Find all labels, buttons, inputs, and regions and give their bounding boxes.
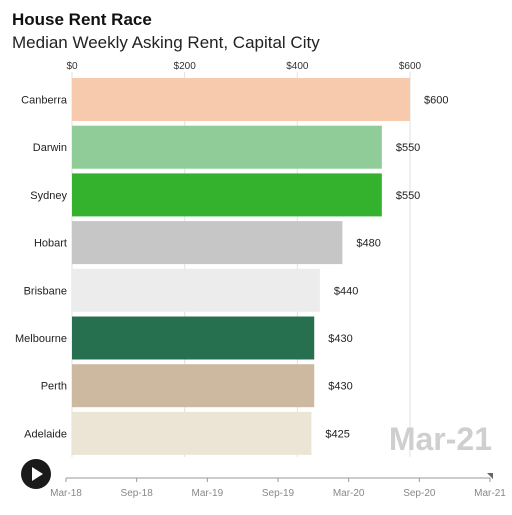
- category-label: Brisbane: [24, 285, 67, 297]
- timeline-slider[interactable]: Mar-18 Sep-18 Mar-19 Sep-19 Mar-20 Sep-20 Mar-…: [50, 473, 506, 499]
- current-date-label: Mar-21: [389, 421, 492, 457]
- bar: [72, 173, 382, 217]
- chart-title: House Rent Race: [12, 10, 152, 29]
- bar: [72, 364, 315, 408]
- bar: [72, 125, 382, 169]
- category-label: Perth: [41, 381, 67, 393]
- x-tick-label: $200: [174, 61, 197, 72]
- category-label: Hobart: [34, 238, 67, 250]
- bar: [72, 221, 343, 265]
- category-label: Darwin: [33, 142, 67, 154]
- value-label: $425: [325, 428, 349, 440]
- category-label: Canberra: [21, 95, 68, 107]
- category-label: Sydney: [30, 190, 67, 202]
- timeline-label: Sep-19: [262, 488, 295, 499]
- value-label: $430: [328, 333, 352, 345]
- bar: [72, 411, 312, 455]
- timeline-label: Mar-20: [333, 488, 365, 499]
- bar: [72, 78, 410, 121]
- value-label: $600: [424, 95, 448, 107]
- bar: [72, 268, 320, 312]
- value-label: $550: [396, 190, 420, 202]
- timeline-label: Mar-19: [191, 488, 223, 499]
- x-axis-ticks: $0 $200 $400 $600: [66, 61, 421, 72]
- value-label: $430: [328, 381, 352, 393]
- play-button[interactable]: [21, 459, 51, 489]
- play-icon: [32, 467, 43, 481]
- category-label: Melbourne: [15, 333, 67, 345]
- bars: Canberra $600 Darwin $550 Sydney $550 Hobart $4…: [15, 78, 448, 455]
- bar: [72, 316, 315, 360]
- timeline-handle[interactable]: [487, 473, 493, 479]
- timeline-label: Mar-18: [50, 488, 82, 499]
- value-label: $440: [334, 285, 358, 297]
- timeline-label: Sep-18: [121, 488, 154, 499]
- category-label: Adelaide: [24, 428, 67, 440]
- x-tick-label: $0: [66, 61, 78, 72]
- x-tick-label: $400: [286, 61, 309, 72]
- timeline-label: Sep-20: [403, 488, 436, 499]
- timeline-label: Mar-21: [474, 488, 506, 499]
- chart-subtitle: Median Weekly Asking Rent, Capital City: [12, 33, 320, 52]
- value-label: $480: [356, 238, 380, 250]
- x-tick-label: $600: [399, 61, 422, 72]
- value-label: $550: [396, 142, 420, 154]
